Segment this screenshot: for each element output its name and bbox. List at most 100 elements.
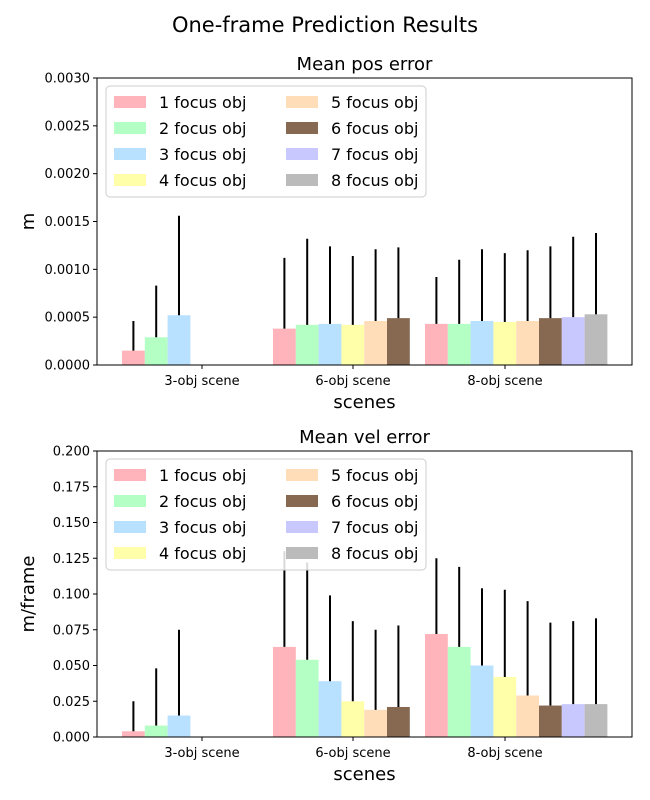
bar-6-focus-obj-8-obj-scene bbox=[539, 705, 562, 737]
y-tick-label: 0.075 bbox=[53, 623, 90, 638]
y-axis-label: m bbox=[18, 213, 39, 231]
legend-label-5-focus-obj: 5 focus obj bbox=[331, 93, 418, 112]
legend-label-3-focus-obj: 3 focus obj bbox=[159, 145, 246, 164]
legend-label-6-focus-obj: 6 focus obj bbox=[331, 119, 418, 138]
bar-2-focus-obj-3-obj-scene bbox=[144, 725, 168, 737]
y-tick-label: 0.150 bbox=[53, 516, 90, 531]
y-tick-label: 0.200 bbox=[53, 445, 90, 460]
legend-swatch-1-focus-obj bbox=[114, 96, 146, 108]
bar-8-focus-obj-8-obj-scene bbox=[584, 704, 608, 737]
bar-6-focus-obj-8-obj-scene bbox=[539, 318, 562, 365]
y-tick-label: 0.0030 bbox=[45, 72, 91, 87]
bar-3-focus-obj-8-obj-scene bbox=[470, 320, 494, 365]
chart-title: Mean vel error bbox=[299, 427, 430, 448]
bar-7-focus-obj-8-obj-scene bbox=[561, 704, 585, 737]
x-tick-label-3-obj-scene: 3-obj scene bbox=[164, 374, 239, 389]
legend-swatch-3-focus-obj bbox=[114, 148, 146, 160]
chart-title: Mean pos error bbox=[297, 54, 433, 75]
bar-6-focus-obj-6-obj-scene bbox=[387, 318, 410, 365]
bar-5-focus-obj-6-obj-scene bbox=[364, 320, 387, 365]
legend-swatch-7-focus-obj bbox=[286, 148, 318, 160]
legend-label-6-focus-obj: 6 focus obj bbox=[331, 492, 418, 511]
bar-1-focus-obj-8-obj-scene bbox=[425, 634, 448, 737]
legend-swatch-4-focus-obj bbox=[114, 547, 146, 559]
bar-3-focus-obj-8-obj-scene bbox=[470, 665, 494, 737]
x-tick-label-3-obj-scene: 3-obj scene bbox=[164, 746, 239, 761]
bar-3-focus-obj-3-obj-scene bbox=[167, 315, 191, 365]
y-tick-label: 0.025 bbox=[53, 695, 90, 710]
legend-label-4-focus-obj: 4 focus obj bbox=[159, 171, 246, 190]
legend-label-7-focus-obj: 7 focus obj bbox=[331, 145, 418, 164]
x-tick-label-8-obj-scene: 8-obj scene bbox=[467, 374, 542, 389]
legend-swatch-6-focus-obj bbox=[286, 122, 318, 134]
x-axis-label: scenes bbox=[333, 392, 395, 413]
y-tick-label: 0.175 bbox=[53, 480, 90, 495]
bar-2-focus-obj-6-obj-scene bbox=[295, 324, 319, 365]
x-tick-label-6-obj-scene: 6-obj scene bbox=[315, 374, 390, 389]
bar-3-focus-obj-3-obj-scene bbox=[167, 715, 191, 737]
y-tick-label: 0.0000 bbox=[45, 359, 91, 374]
y-tick-label: 0.100 bbox=[53, 588, 90, 603]
legend-swatch-1-focus-obj bbox=[114, 469, 146, 481]
figure-suptitle: One-frame Prediction Results bbox=[172, 13, 478, 37]
x-tick-label-8-obj-scene: 8-obj scene bbox=[467, 746, 542, 761]
bar-4-focus-obj-6-obj-scene bbox=[341, 701, 365, 737]
legend-swatch-4-focus-obj bbox=[114, 174, 146, 186]
legend-label-3-focus-obj: 3 focus obj bbox=[159, 518, 246, 537]
legend-swatch-5-focus-obj bbox=[286, 469, 318, 481]
y-tick-label: 0.0025 bbox=[45, 119, 91, 134]
y-tick-label: 0.0015 bbox=[45, 215, 91, 230]
legend-label-1-focus-obj: 1 focus obj bbox=[159, 466, 246, 485]
y-tick-label: 0.000 bbox=[53, 731, 90, 746]
legend-swatch-2-focus-obj bbox=[114, 122, 146, 134]
bar-3-focus-obj-6-obj-scene bbox=[318, 681, 342, 737]
bar-2-focus-obj-3-obj-scene bbox=[144, 337, 168, 365]
bar-2-focus-obj-8-obj-scene bbox=[447, 646, 471, 737]
legend-label-5-focus-obj: 5 focus obj bbox=[331, 466, 418, 485]
legend: 1 focus obj 2 focus obj 3 focus obj 4 focus… bbox=[105, 458, 427, 571]
legend-swatch-6-focus-obj bbox=[286, 495, 318, 507]
bar-1-focus-obj-3-obj-scene bbox=[122, 350, 145, 365]
legend-label-2-focus-obj: 2 focus obj bbox=[159, 119, 246, 138]
bar-2-focus-obj-6-obj-scene bbox=[295, 659, 319, 737]
x-axis-label: scenes bbox=[333, 764, 395, 785]
legend-label-8-focus-obj: 8 focus obj bbox=[331, 171, 418, 190]
bar-3-focus-obj-6-obj-scene bbox=[318, 323, 342, 365]
bar-2-focus-obj-8-obj-scene bbox=[447, 323, 471, 365]
legend-swatch-3-focus-obj bbox=[114, 521, 146, 533]
y-tick-label: 0.0010 bbox=[45, 263, 91, 278]
vel-error-panel: Mean vel error 0.000 0.025 0.050 0.075 0.100 0… bbox=[18, 427, 633, 785]
legend-box bbox=[105, 458, 427, 571]
bar-7-focus-obj-8-obj-scene bbox=[561, 317, 585, 365]
legend-label-8-focus-obj: 8 focus obj bbox=[331, 544, 418, 563]
legend-swatch-2-focus-obj bbox=[114, 495, 146, 507]
bar-4-focus-obj-8-obj-scene bbox=[493, 676, 517, 737]
legend-label-2-focus-obj: 2 focus obj bbox=[159, 492, 246, 511]
bar-1-focus-obj-6-obj-scene bbox=[273, 328, 296, 365]
legend-swatch-8-focus-obj bbox=[286, 547, 318, 559]
y-axis-label: m/frame bbox=[18, 556, 39, 633]
y-tick-label: 0.125 bbox=[53, 552, 90, 567]
y-tick-label: 0.0005 bbox=[45, 311, 91, 326]
legend-swatch-5-focus-obj bbox=[286, 96, 318, 108]
bar-4-focus-obj-6-obj-scene bbox=[341, 324, 365, 365]
bar-1-focus-obj-3-obj-scene bbox=[122, 731, 145, 737]
legend-label-4-focus-obj: 4 focus obj bbox=[159, 544, 246, 563]
bar-8-focus-obj-8-obj-scene bbox=[584, 314, 608, 365]
bar-1-focus-obj-6-obj-scene bbox=[273, 646, 296, 737]
legend-swatch-8-focus-obj bbox=[286, 174, 318, 186]
legend: 1 focus obj 2 focus obj 3 focus obj 4 focus… bbox=[105, 85, 427, 198]
y-tick-label: 0.050 bbox=[53, 659, 90, 674]
legend-swatch-7-focus-obj bbox=[286, 521, 318, 533]
bar-5-focus-obj-8-obj-scene bbox=[516, 320, 539, 365]
pos-error-panel: Mean pos error 0.0000 0.0005 0.0010 0.0015 0.… bbox=[18, 54, 633, 413]
bar-4-focus-obj-8-obj-scene bbox=[493, 321, 517, 365]
bar-5-focus-obj-6-obj-scene bbox=[364, 709, 387, 737]
legend-label-7-focus-obj: 7 focus obj bbox=[331, 518, 418, 537]
bar-1-focus-obj-8-obj-scene bbox=[425, 323, 448, 365]
bar-5-focus-obj-8-obj-scene bbox=[516, 695, 539, 737]
x-tick-label-6-obj-scene: 6-obj scene bbox=[315, 746, 390, 761]
legend-label-1-focus-obj: 1 focus obj bbox=[159, 93, 246, 112]
legend-box bbox=[105, 85, 427, 198]
